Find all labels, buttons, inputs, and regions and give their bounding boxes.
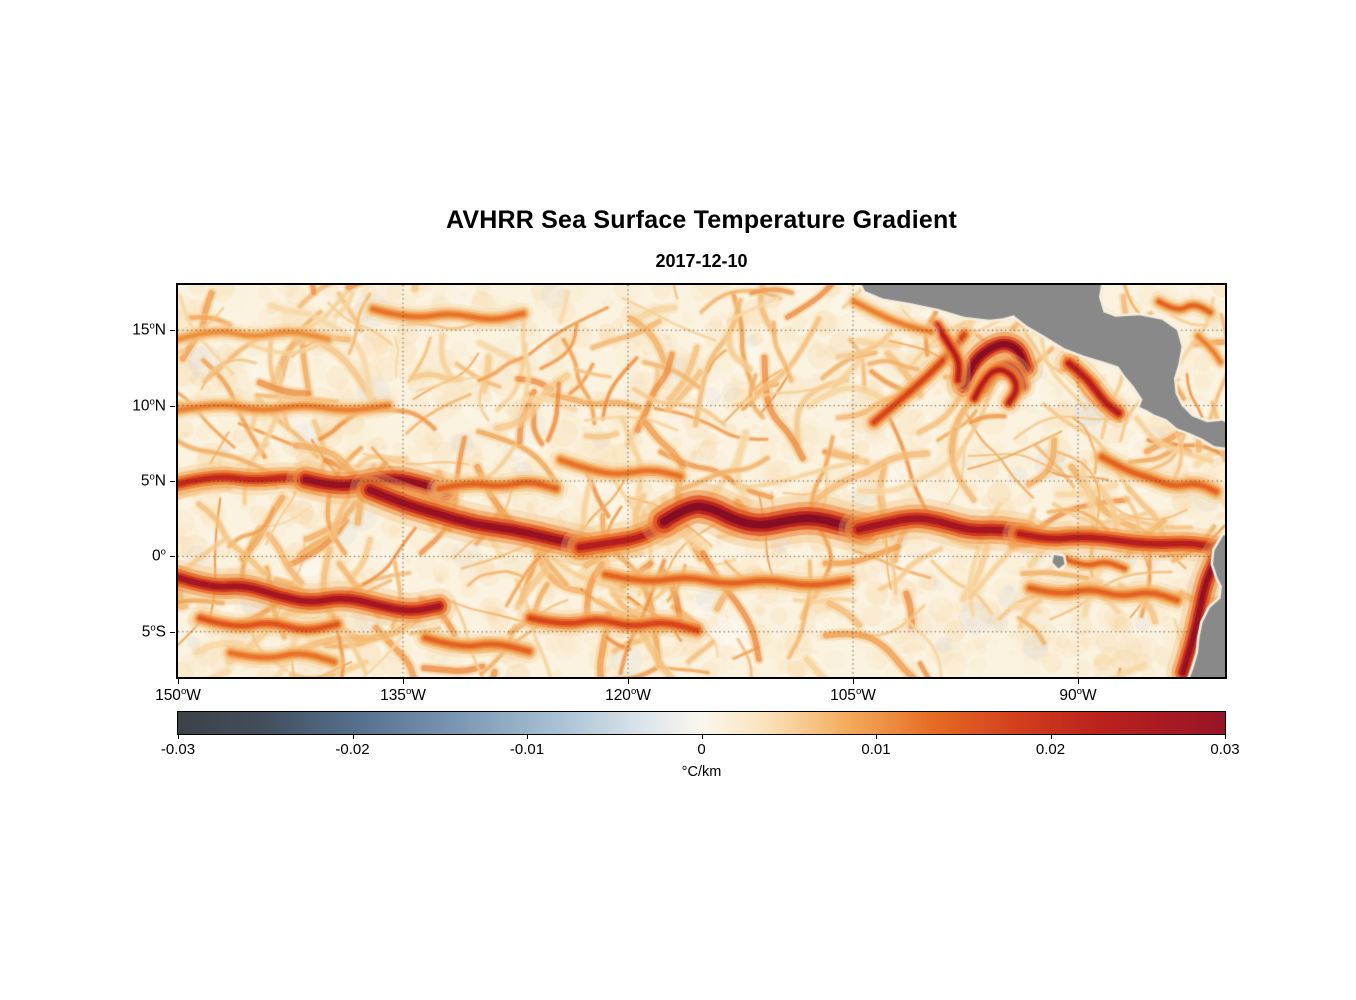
colorbar [177, 711, 1226, 735]
x-axis-tick-mark [178, 679, 179, 684]
y-axis-tick-mark [170, 556, 175, 558]
colorbar-tick-mark [701, 735, 703, 739]
y-axis: 15oN 10oN 5oN 0o 5oS [0, 285, 166, 677]
y-axis-tick-label: 5oN [140, 471, 166, 490]
colorbar-tick-label: 0 [697, 741, 706, 758]
figure-title: AVHRR Sea Surface Temperature Gradient [446, 206, 957, 234]
colorbar-tick-label: 0.01 [861, 741, 891, 758]
x-axis-tick-label: 90oW [1059, 686, 1097, 705]
colorbar-tick-label: 0.03 [1210, 741, 1240, 758]
x-axis-tick-label: 105oW [830, 686, 876, 705]
colorbar-gradient [178, 712, 1225, 734]
x-axis-tick-marks [178, 679, 1225, 684]
y-axis-tick-label: 15oN [132, 320, 166, 339]
figure-date: 2017-12-10 [655, 251, 748, 271]
y-axis-tick-marks [170, 285, 175, 677]
colorbar-tick-mark [876, 735, 877, 739]
y-axis-tick-mark [170, 330, 175, 332]
x-axis: 150oW 135oW 120oW 105oW 90oW [155, 686, 1225, 708]
x-axis-tick-label: 120oW [605, 686, 651, 705]
colorbar-tick-mark [178, 735, 179, 739]
colorbar-tick-label: 0.02 [1035, 741, 1066, 758]
colorbar-tick-label: -0.03 [160, 741, 196, 758]
y-axis-tick-label: 5oS [141, 622, 166, 641]
colorbar-tick-label: -0.02 [335, 741, 370, 758]
y-axis-tick-label: 10oN [132, 396, 166, 415]
x-axis-tick-label: 135oW [380, 686, 426, 705]
y-axis-tick-label: 0o [152, 546, 166, 565]
x-axis-tick-mark [1078, 679, 1079, 684]
map-frame [176, 283, 1227, 679]
y-axis-tick-mark [170, 405, 175, 407]
colorbar-tick-mark [527, 735, 528, 739]
y-axis-tick-mark [170, 481, 175, 482]
colorbar-unit-label: °C/km [681, 764, 722, 780]
colorbar-tick-label: -0.01 [509, 741, 545, 758]
colorbar-tick-mark [352, 735, 354, 739]
x-axis-tick-mark [403, 679, 404, 684]
colorbar-tick-marks [178, 735, 1226, 739]
colorbar-tick-mark [1225, 735, 1226, 739]
x-axis-tick-label: 150oW [155, 686, 201, 705]
colorbar-tick-mark [1050, 735, 1052, 739]
x-axis-tick-mark [853, 679, 854, 684]
sst-gradient-map [178, 285, 1225, 677]
y-axis-tick-mark [170, 631, 175, 633]
colorbar-tick-labels: -0.03 -0.02 -0.01 0 0.01 0.02 0.03 [161, 741, 1240, 759]
x-axis-tick-mark [628, 679, 629, 684]
